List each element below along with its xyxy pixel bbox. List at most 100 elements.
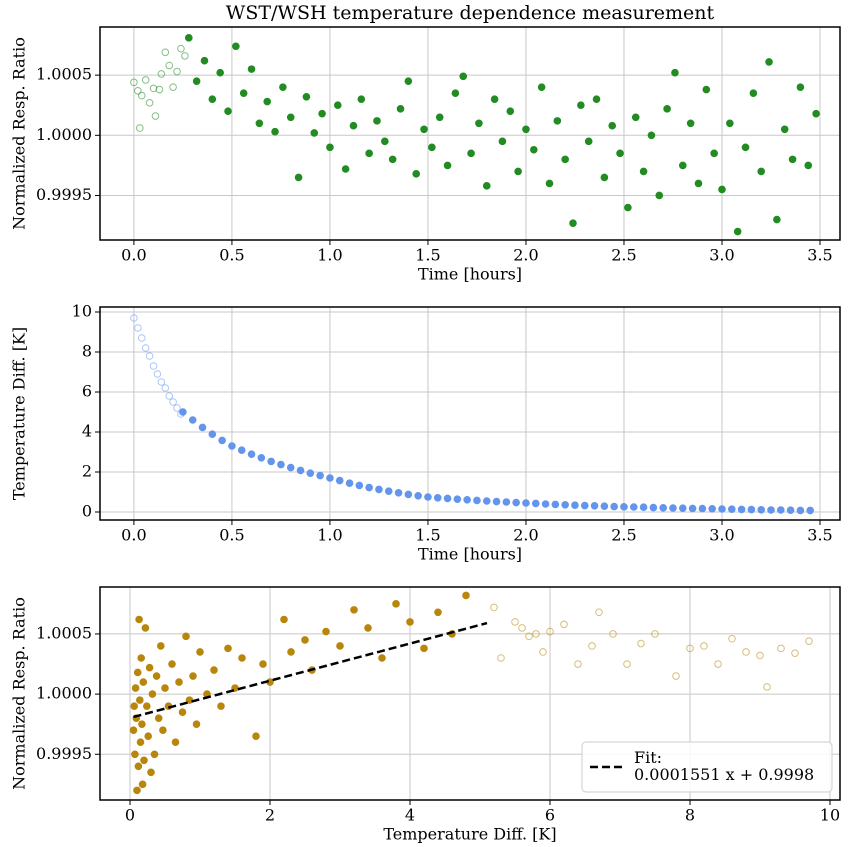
point bbox=[232, 42, 240, 51]
point bbox=[482, 182, 491, 190]
point bbox=[463, 496, 471, 504]
point bbox=[498, 137, 507, 146]
x-tick-label: 0.0 bbox=[121, 526, 146, 545]
point bbox=[384, 487, 393, 496]
point bbox=[698, 504, 707, 513]
y-axis-label: Temperature Diff. [K] bbox=[10, 327, 29, 500]
point bbox=[378, 654, 386, 662]
point bbox=[131, 750, 139, 759]
point bbox=[216, 68, 224, 77]
point bbox=[138, 780, 147, 789]
x-tick-label: 3.5 bbox=[807, 526, 832, 545]
point bbox=[702, 85, 711, 94]
point bbox=[318, 109, 326, 118]
axes-frame bbox=[99, 586, 841, 801]
point bbox=[130, 702, 139, 710]
point bbox=[200, 56, 209, 65]
point bbox=[140, 756, 148, 765]
x-tick-label: 0.5 bbox=[219, 246, 244, 265]
x-tick-label: 3.0 bbox=[709, 526, 734, 545]
point bbox=[198, 423, 207, 432]
point bbox=[530, 145, 538, 154]
axes-frame bbox=[99, 306, 841, 521]
x-axis-label: Time [hours] bbox=[418, 265, 522, 284]
point bbox=[210, 666, 218, 674]
point bbox=[492, 497, 501, 506]
point bbox=[804, 161, 813, 170]
point bbox=[137, 334, 146, 342]
point bbox=[143, 702, 151, 710]
y-axis-label: Normalized Resp. Ratio bbox=[10, 37, 29, 230]
point bbox=[796, 83, 805, 91]
point bbox=[137, 91, 146, 100]
point bbox=[671, 68, 679, 77]
point bbox=[522, 125, 530, 134]
point bbox=[767, 506, 775, 514]
point bbox=[157, 70, 166, 78]
point bbox=[710, 149, 718, 158]
point bbox=[574, 660, 582, 668]
legend-label: Fit: 0.0001551 x + 0.9998 bbox=[634, 748, 815, 784]
point bbox=[141, 624, 150, 632]
point bbox=[316, 471, 324, 480]
x-tick-label: 3.5 bbox=[807, 246, 832, 265]
point bbox=[443, 161, 452, 170]
point bbox=[394, 489, 403, 497]
point bbox=[365, 149, 373, 158]
x-tick-label: 10 bbox=[820, 806, 840, 825]
x-axis-label: Time [hours] bbox=[418, 545, 522, 564]
axes-frame bbox=[99, 26, 841, 241]
x-tick-label: 2.0 bbox=[513, 246, 538, 265]
point bbox=[506, 107, 515, 116]
point bbox=[326, 474, 334, 482]
point bbox=[179, 408, 187, 416]
y-tick-label: 0 bbox=[82, 502, 92, 521]
point bbox=[678, 161, 687, 170]
point bbox=[777, 644, 785, 653]
point bbox=[714, 660, 722, 668]
point bbox=[780, 125, 789, 134]
point bbox=[237, 446, 246, 455]
point bbox=[169, 398, 177, 406]
point bbox=[595, 608, 603, 617]
point bbox=[647, 131, 656, 140]
point bbox=[208, 430, 217, 439]
point bbox=[173, 67, 181, 76]
point bbox=[141, 344, 150, 352]
point bbox=[326, 143, 334, 152]
point bbox=[296, 466, 305, 475]
point bbox=[271, 127, 279, 136]
y-tick-label: 1.0005 bbox=[36, 623, 92, 642]
point bbox=[462, 591, 470, 600]
x-tick-label: 2.5 bbox=[611, 526, 636, 545]
point bbox=[165, 392, 173, 400]
point bbox=[728, 634, 736, 643]
plot-area: 0.0 0.5 1.0 1.5 2.0 2.5 3.0 3.5 0 2 4 6 8 10 Time [hou… bbox=[10, 302, 841, 564]
point bbox=[434, 608, 442, 617]
point bbox=[569, 219, 577, 227]
point bbox=[396, 105, 405, 113]
point bbox=[336, 642, 344, 650]
point bbox=[267, 457, 275, 466]
point bbox=[135, 615, 143, 624]
point bbox=[145, 99, 154, 107]
y-tick-label: 2 bbox=[82, 462, 92, 481]
point bbox=[257, 454, 266, 462]
point bbox=[539, 648, 547, 656]
point bbox=[649, 503, 658, 512]
point bbox=[255, 119, 264, 128]
point bbox=[357, 95, 366, 104]
point bbox=[678, 504, 687, 513]
point bbox=[749, 89, 758, 97]
point bbox=[173, 404, 181, 412]
y-tick-label: 0.9995 bbox=[36, 744, 92, 763]
point bbox=[238, 654, 246, 662]
point bbox=[459, 72, 468, 81]
point bbox=[144, 732, 153, 741]
point bbox=[147, 768, 155, 777]
point bbox=[637, 639, 645, 648]
point bbox=[777, 506, 785, 514]
x-tick-label: 0.5 bbox=[219, 526, 244, 545]
x-tick-label: 2.0 bbox=[513, 526, 538, 545]
point bbox=[404, 77, 413, 85]
